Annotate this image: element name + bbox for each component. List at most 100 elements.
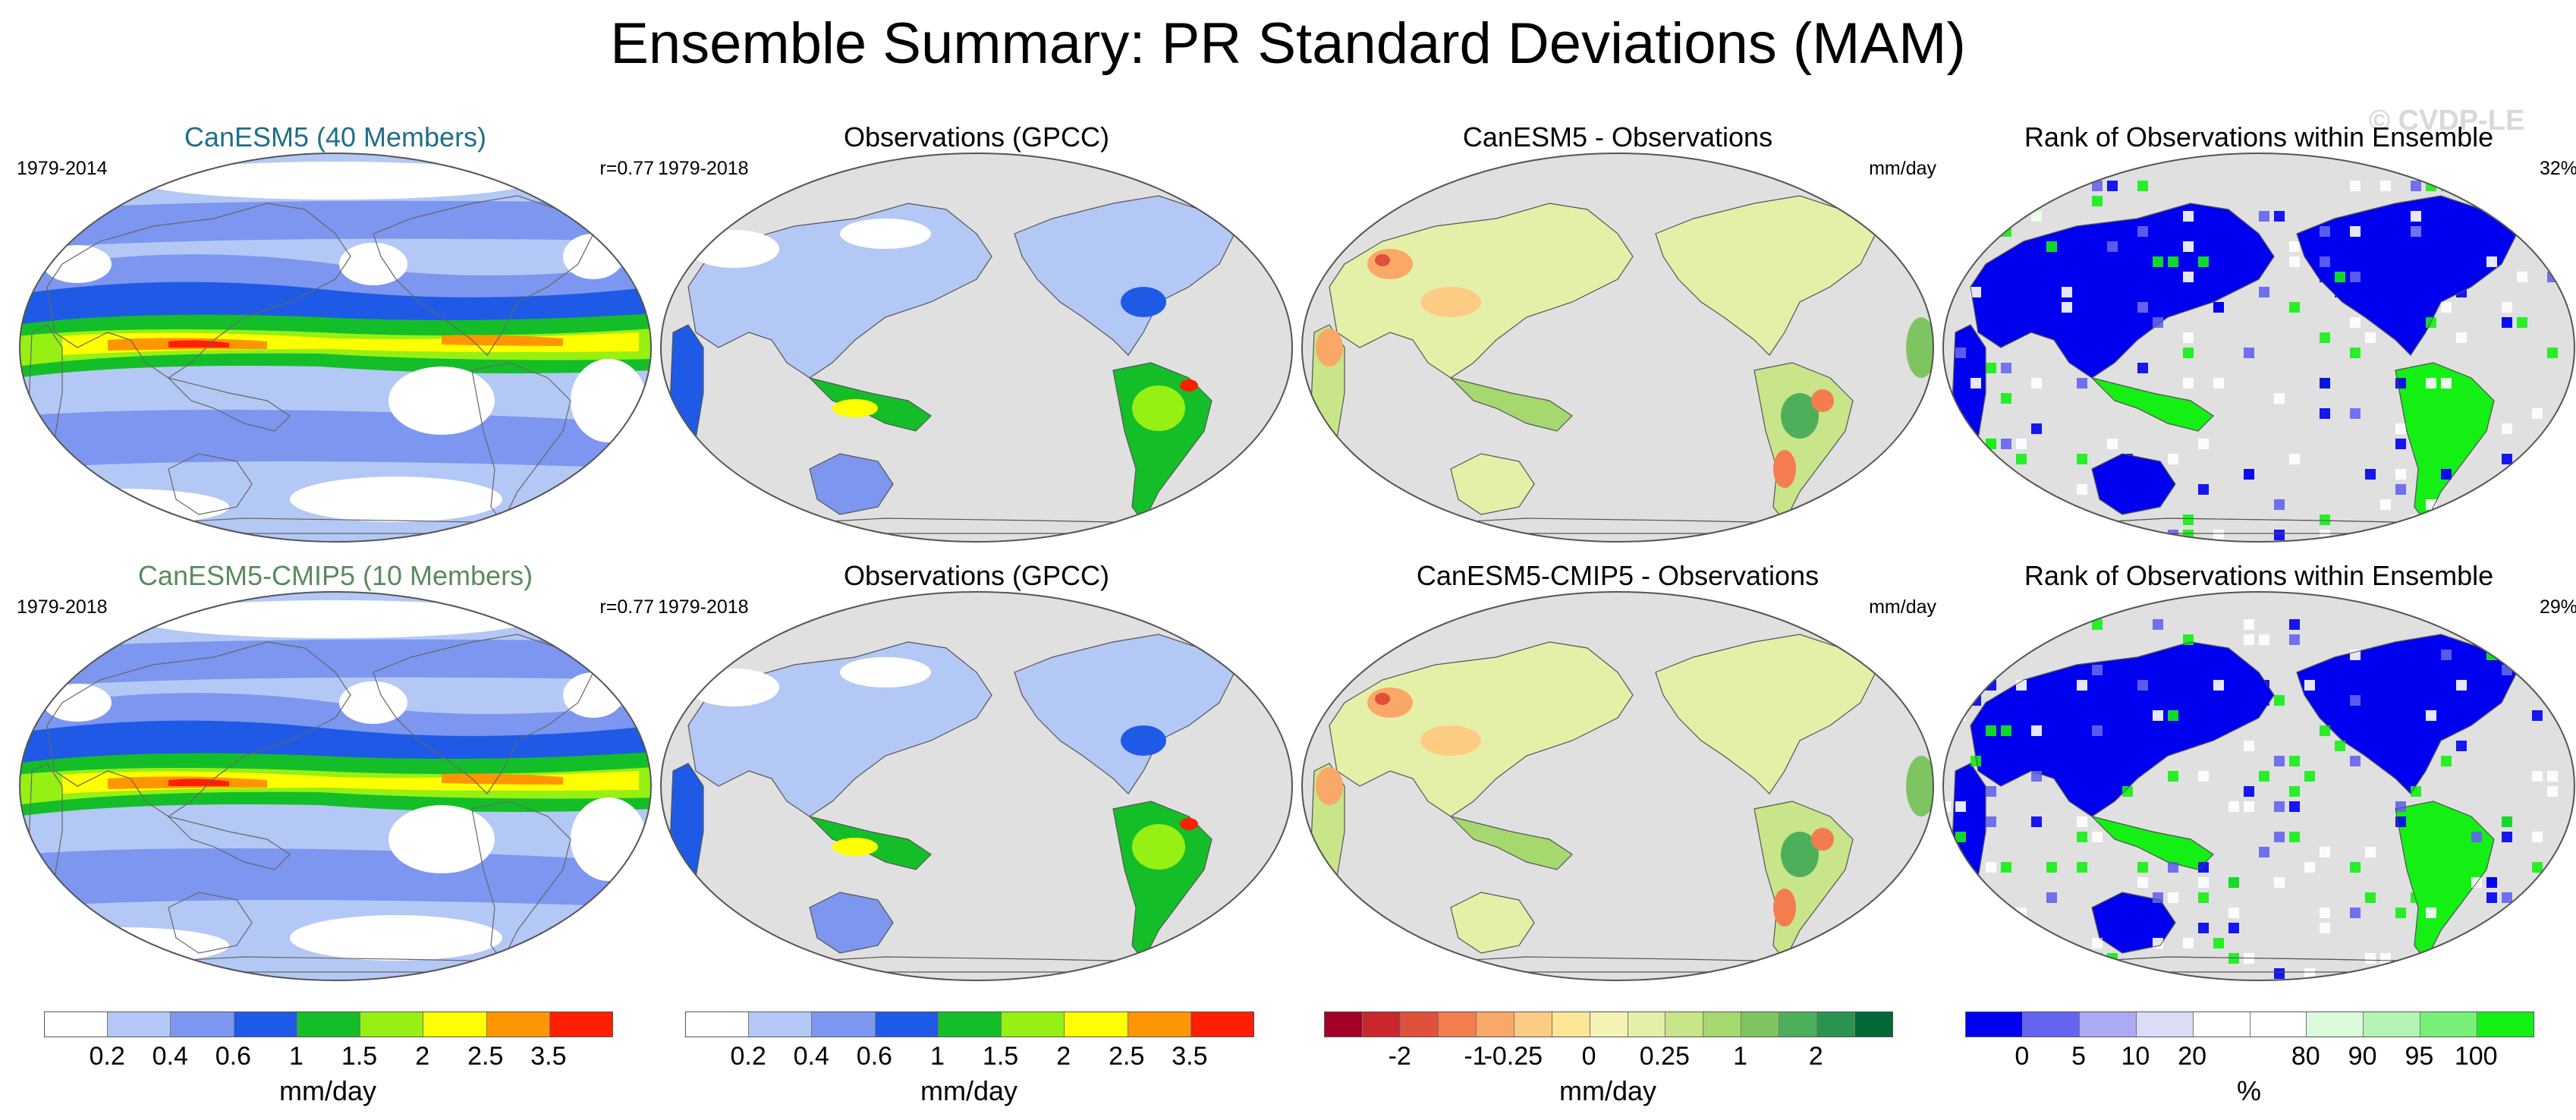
low-precip-region [688,230,779,268]
rank-gridcell [2198,771,2209,782]
rank-gridcell [2001,439,2011,449]
rank-gridcell [2001,393,2011,404]
panel-title: CanESM5 (40 Members) [184,121,487,153]
rank-gridcell [2153,892,2163,903]
rank-gridcell [2517,650,2527,660]
rank-gridcell [2532,710,2543,721]
rank-gridcell [2350,408,2361,419]
colorbar-swatch [45,1012,109,1037]
rank-gridcell [2228,953,2239,964]
rank-gridcell [2046,241,2057,252]
rank-gridcell [1943,847,1951,857]
colorbar-tick-label: 5 [2071,1042,2087,1071]
coastline-seasia [167,815,291,870]
rank-gridcell [2289,302,2300,313]
bias-region [1811,828,1834,851]
rank-gridcell [2137,363,2148,373]
rank-gridcell [2320,923,2330,933]
rank-gridcell [1986,725,1996,736]
coastline-australia [2091,892,2176,954]
precip-contour-band [442,335,563,346]
rank-gridcell [2320,514,2330,525]
land-antarctica [733,518,1220,534]
rank-gridcell [2365,469,2376,480]
colorbar-unit: % [2236,1075,2262,1106]
rank-gridcell [2562,953,2573,964]
rank-gridcell [2031,211,2042,222]
rank-gridcell [2213,938,2224,949]
land-antarctica [2015,956,2502,973]
coastline-seasia [167,376,291,432]
colorbar-tick-label: 10 [2121,1042,2150,1071]
coastline-seasia [2090,377,2214,432]
rank-gridcell [2532,892,2543,903]
land-seasia [1449,376,1573,432]
colorbar-tick-label: 0.4 [793,1042,829,1071]
rank-gridcell [2031,423,2042,434]
land-australia [1450,892,1535,954]
panel-title: CanESM5 - Observations [1462,121,1773,153]
bias-region [1906,756,1933,816]
colorbar-diff [1324,1011,1893,1037]
amazon-high [1132,824,1185,870]
colorbar-swatch [1966,1012,2023,1037]
rank-gridcell [2062,968,2072,979]
rank-gridcell [2471,938,2482,949]
rank-gridcell [1955,832,1966,842]
rank-gridcell [2244,619,2254,630]
rank-gridcell [2031,378,2042,389]
colorbar-tick-label: 0 [2015,1042,2030,1071]
colorbar-swatch [812,1012,876,1037]
world-map-rank [1942,153,2575,543]
rank-gridcell [2244,741,2254,751]
panel-stat: r=0.77 [599,158,654,179]
rank-gridcell [2320,847,2330,857]
rank-gridcell [2562,408,2573,419]
rank-gridcell [2046,862,2057,873]
colorbar-swatch [2079,1012,2137,1037]
low-precip-region [339,681,407,724]
rank-gridcell [1986,862,1996,873]
rank-gridcell [2456,332,2467,343]
rank-gridcell [2289,256,2300,267]
low-precip-region [290,477,502,522]
bias-region [1375,693,1390,705]
rank-gridcell [2562,241,2573,252]
rank-gridcell [2486,181,2497,191]
rank-gridcell [1955,348,1966,358]
rank-gridcell [2304,680,2315,691]
rank-gridcell [2426,908,2436,918]
rank-gridcell [1971,665,1981,675]
rank-gridcell [2471,832,2482,842]
rank-gridcell [2395,484,2406,495]
colorbar-tick-label: -0.25 [1483,1042,1543,1071]
map-border [1301,591,1934,981]
rank-gridcell [2502,423,2512,434]
rank-gridcell [2107,439,2118,449]
land-antarctica [1374,518,1861,534]
rank-gridcell [2183,514,2194,525]
rank-gridcell [2016,454,2027,464]
rank-gridcell [2532,832,2543,842]
rank-gridcell [2077,378,2087,389]
rank-gridcell [2350,272,2361,282]
low-precip-region [840,657,931,687]
colorbar-swatch [1817,1012,1856,1037]
max-spot [1180,818,1198,830]
colorbar-tick-label: 0 [1581,1042,1596,1071]
colorbar-swatch [1855,1012,1893,1037]
rank-gridcell [2062,302,2072,313]
watermark: © CVDP-LE [2369,105,2525,137]
colorbar-tick-label: 1.5 [341,1042,378,1071]
rank-gridcell [2350,181,2361,191]
rank-gridcell [2107,181,2118,191]
rank-gridcell [2320,378,2330,389]
low-precip-region [571,359,646,442]
rank-gridcell [2153,938,2163,949]
rank-gridcell [1943,439,1951,449]
rank-gridcell [2486,877,2497,888]
rank-gridcell [2046,695,2057,706]
rank-gridcell [1986,816,1996,827]
panel-title: Rank of Observations within Ensemble [2024,560,2494,591]
maritime-high [832,399,878,417]
